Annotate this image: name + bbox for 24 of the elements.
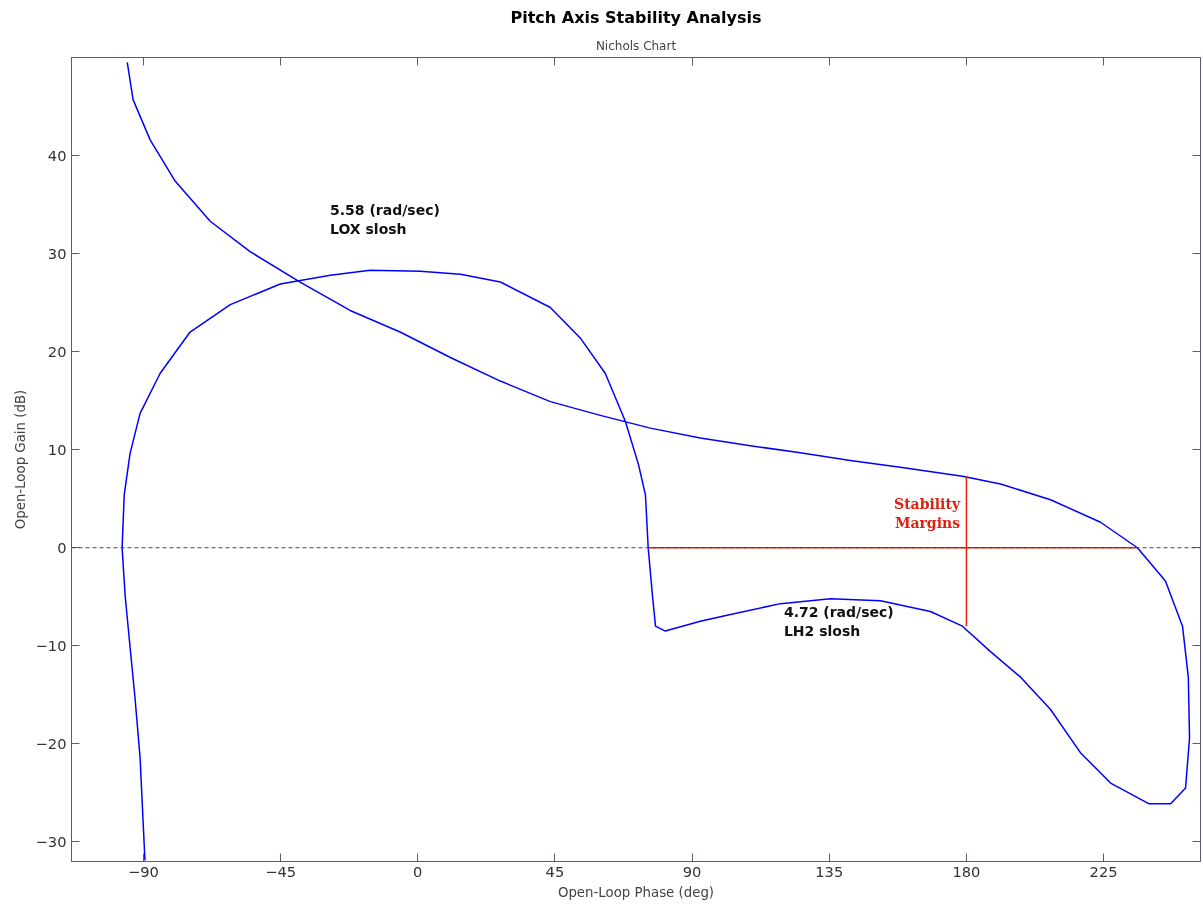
y-tick-label: 20	[47, 342, 67, 360]
x-tick-label: −45	[265, 862, 297, 880]
y-tick-label: 40	[47, 146, 67, 164]
x-tick-label: 180	[952, 862, 981, 880]
y-tick-label: 10	[47, 440, 67, 458]
y-tick-label: −10	[35, 636, 67, 654]
x-tick-label: −90	[127, 862, 159, 880]
chart-title: Pitch Axis Stability Analysis	[510, 7, 762, 27]
line-series	[121, 61, 1191, 862]
y-tick-label: 30	[47, 244, 67, 262]
y-tick-label: 0	[57, 538, 67, 556]
y-axis-title: Open-Loop Gain (dB)	[12, 389, 28, 530]
x-tick-label: 0	[413, 862, 423, 880]
y-tick-label: −30	[35, 832, 67, 850]
chart-subtitle: Nichols Chart	[595, 38, 677, 53]
x-tick-label: 135	[815, 862, 844, 880]
x-axis-title: Open-Loop Phase (deg)	[557, 884, 715, 900]
x-tick-label: 45	[545, 862, 565, 880]
annotation: Stability Margins	[894, 495, 961, 531]
annotation: 4.72 (rad/sec) LH2 slosh	[783, 603, 894, 639]
x-tick-label: 90	[682, 862, 702, 880]
x-tick-label: 225	[1089, 862, 1118, 880]
y-tick-label: −20	[35, 734, 67, 752]
annotation: 5.58 (rad/sec) LOX slosh	[330, 201, 440, 237]
